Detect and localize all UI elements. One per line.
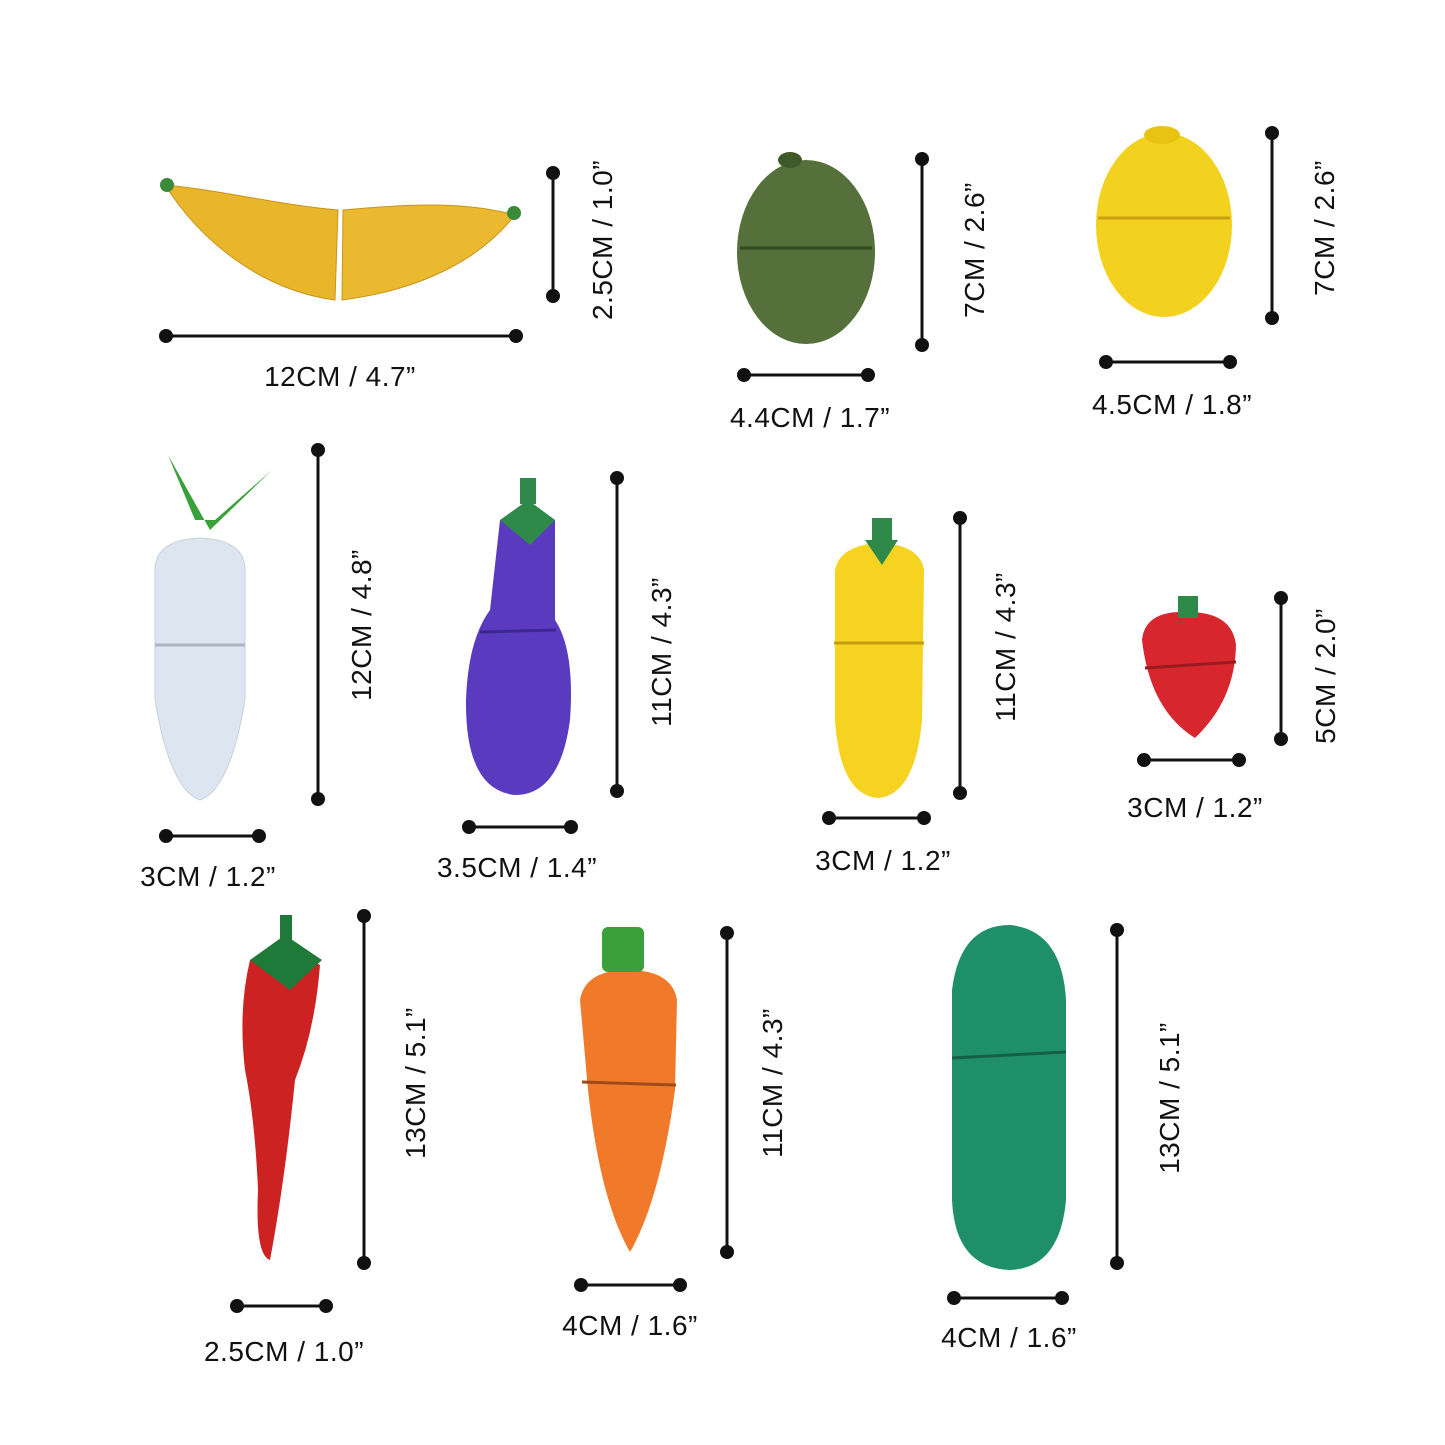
cucumber-image xyxy=(951,925,1067,1270)
radish-height-endpoint xyxy=(311,443,325,457)
banana-height-endpoint xyxy=(546,166,560,180)
eggplant-width-label: 3.5CM / 1.4” xyxy=(436,852,598,883)
strawberry-width-label: 3CM / 1.2” xyxy=(1127,792,1263,823)
eggplant-height-label: 11CM / 4.3” xyxy=(646,577,677,727)
banana-height-label: 2.5CM / 1.0” xyxy=(587,159,618,321)
carrot-height-endpoint xyxy=(720,1245,734,1259)
banana-image xyxy=(160,178,521,301)
corn-width-endpoint xyxy=(822,811,836,825)
strawberry-height-endpoint xyxy=(1274,732,1288,746)
lemon-width-label: 4.5CM / 1.8” xyxy=(1091,389,1253,420)
lime-image xyxy=(737,152,875,344)
lime-width-label: 4.4CM / 1.7” xyxy=(729,402,891,433)
cucumber-height-endpoint xyxy=(1110,1256,1124,1270)
lemon-height-endpoint xyxy=(1265,126,1279,140)
strawberry-image xyxy=(1142,596,1237,738)
chili-pepper-height-label: 13CM / 5.1” xyxy=(400,1007,431,1159)
carrot-height-label: 11CM / 4.3” xyxy=(757,1008,788,1158)
eggplant-height-endpoint xyxy=(610,784,624,798)
lemon-image xyxy=(1096,126,1232,317)
chili-pepper-width-endpoint xyxy=(319,1299,333,1313)
carrot-height-endpoint xyxy=(720,926,734,940)
dimension-lines xyxy=(159,126,1288,1313)
carrot-width-endpoint xyxy=(574,1278,588,1292)
lemon-width-endpoint xyxy=(1223,355,1237,369)
strawberry-width-endpoint xyxy=(1137,753,1151,767)
corn-height-endpoint xyxy=(953,511,967,525)
lime-height-label: 7CM / 2.6” xyxy=(959,182,990,318)
chili-pepper-height-endpoint xyxy=(357,1256,371,1270)
banana-width-label: 12CM / 4.7” xyxy=(264,361,416,392)
chili-pepper-width-label: 2.5CM / 1.0” xyxy=(203,1336,365,1367)
lime-width-endpoint xyxy=(861,368,875,382)
eggplant-width-endpoint xyxy=(462,820,476,834)
radish-width-endpoint xyxy=(159,829,173,843)
radish-width-label: 3CM / 1.2” xyxy=(140,861,276,892)
carrot-image xyxy=(580,927,677,1252)
radish-height-label: 12CM / 4.8” xyxy=(346,549,377,701)
cucumber-width-endpoint xyxy=(947,1291,961,1305)
chili-pepper-image xyxy=(242,915,322,1260)
eggplant-width-endpoint xyxy=(564,820,578,834)
radish-width-endpoint xyxy=(252,829,266,843)
lemon-width-endpoint xyxy=(1099,355,1113,369)
eggplant-image xyxy=(465,478,571,795)
chili-pepper-width-endpoint xyxy=(230,1299,244,1313)
radish-image xyxy=(154,455,272,801)
strawberry-height-endpoint xyxy=(1274,591,1288,605)
corn-image xyxy=(834,518,924,798)
carrot-width-label: 4CM / 1.6” xyxy=(562,1310,698,1341)
strawberry-height-label: 5CM / 2.0” xyxy=(1310,608,1341,744)
corn-height-label: 11CM / 4.3” xyxy=(990,572,1021,722)
lemon-height-label: 7CM / 2.6” xyxy=(1309,160,1340,296)
radish-height-endpoint xyxy=(311,792,325,806)
cucumber-width-endpoint xyxy=(1055,1291,1069,1305)
banana-height-endpoint xyxy=(546,289,560,303)
chili-pepper-height-endpoint xyxy=(357,909,371,923)
banana-width-endpoint xyxy=(159,329,173,343)
banana-width-endpoint xyxy=(509,329,523,343)
cucumber-height-label: 13CM / 5.1” xyxy=(1154,1022,1185,1174)
lemon-height-endpoint xyxy=(1265,311,1279,325)
corn-width-label: 3CM / 1.2” xyxy=(815,845,951,876)
strawberry-width-endpoint xyxy=(1232,753,1246,767)
lime-width-endpoint xyxy=(737,368,751,382)
corn-width-endpoint xyxy=(917,811,931,825)
carrot-width-endpoint xyxy=(673,1278,687,1292)
cucumber-width-label: 4CM / 1.6” xyxy=(941,1322,1077,1353)
cucumber-height-endpoint xyxy=(1110,923,1124,937)
lime-height-endpoint xyxy=(915,152,929,166)
eggplant-height-endpoint xyxy=(610,471,624,485)
lime-height-endpoint xyxy=(915,338,929,352)
corn-height-endpoint xyxy=(953,786,967,800)
